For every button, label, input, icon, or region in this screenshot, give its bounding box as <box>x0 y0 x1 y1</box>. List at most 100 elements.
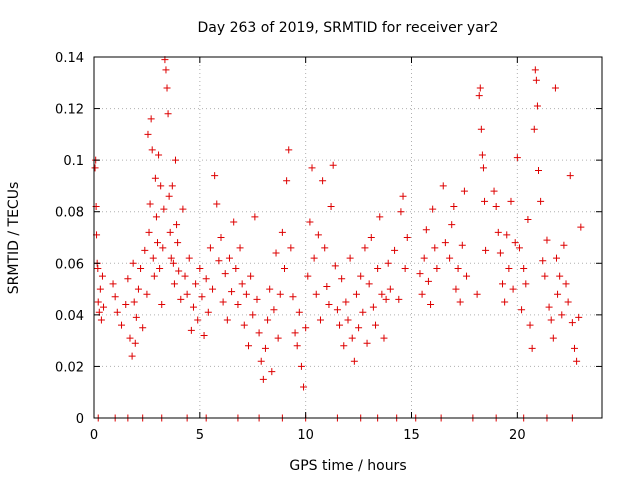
data-point <box>427 301 435 309</box>
data-point <box>310 254 318 262</box>
data-point <box>213 200 221 208</box>
data-point <box>391 246 399 254</box>
data-point <box>537 197 545 205</box>
data-point <box>522 280 530 288</box>
data-point <box>507 197 515 205</box>
data-point <box>541 272 549 280</box>
data-point <box>382 295 390 303</box>
y-tick-label: 0.12 <box>55 103 84 118</box>
data-point <box>266 285 274 293</box>
data-point <box>481 197 489 205</box>
axis-ticks <box>93 56 602 419</box>
data-point <box>97 316 105 324</box>
data-point <box>209 285 217 293</box>
y-tick-labels: 0 0.02 0.04 0.06 0.08 0.1 0.12 0.14 <box>55 51 84 427</box>
data-point <box>545 303 553 311</box>
data-point <box>206 244 214 252</box>
grid-lines <box>94 57 602 418</box>
data-point <box>98 272 106 280</box>
data-point <box>441 239 449 247</box>
y-tick-label: 0 <box>76 412 84 427</box>
data-point <box>518 306 526 314</box>
data-point <box>179 205 187 213</box>
data-point <box>236 244 244 252</box>
data-point <box>264 316 272 324</box>
data-point <box>187 326 195 334</box>
data-point <box>109 280 117 288</box>
data-point <box>278 228 286 236</box>
y-tick-label: 0.06 <box>55 257 84 272</box>
data-point <box>551 84 559 92</box>
data-point <box>560 241 568 249</box>
data-point <box>165 192 173 200</box>
data-point <box>168 182 176 190</box>
data-point <box>452 285 460 293</box>
data-point <box>148 146 156 154</box>
data-point <box>134 285 142 293</box>
data-point <box>137 264 145 272</box>
data-point <box>150 272 158 280</box>
data-point <box>424 277 432 285</box>
data-point <box>149 254 157 262</box>
data-point <box>247 272 255 280</box>
data-point <box>276 290 284 298</box>
data-point <box>501 298 509 306</box>
data-point <box>420 254 428 262</box>
data-point <box>552 254 560 262</box>
data-point <box>245 342 253 350</box>
data-point <box>344 316 352 324</box>
data-points <box>91 56 585 422</box>
data-point <box>329 161 337 169</box>
data-point <box>261 344 269 352</box>
data-point <box>573 357 581 365</box>
data-point <box>558 311 566 319</box>
data-point <box>515 244 523 252</box>
data-point <box>433 264 441 272</box>
data-point <box>211 172 219 180</box>
data-point <box>200 331 208 339</box>
data-point <box>482 246 490 254</box>
data-point <box>268 368 276 376</box>
data-point <box>272 249 280 257</box>
data-point <box>340 342 348 350</box>
data-point <box>448 221 456 229</box>
data-point <box>403 234 411 241</box>
data-point <box>520 264 528 272</box>
data-point <box>422 226 430 234</box>
data-point <box>189 303 197 311</box>
data-point <box>118 321 126 329</box>
plot-frame <box>93 56 603 419</box>
data-point <box>325 301 333 309</box>
data-point <box>549 334 557 342</box>
data-point <box>139 324 147 332</box>
data-point <box>156 264 164 272</box>
y-tick-label: 0.04 <box>55 309 84 324</box>
data-point <box>492 203 500 211</box>
data-point <box>300 383 308 391</box>
data-point <box>568 319 576 327</box>
data-point <box>177 295 185 303</box>
data-point <box>167 254 175 262</box>
data-point <box>380 334 388 342</box>
data-point <box>251 213 259 221</box>
data-point <box>418 290 426 298</box>
data-point <box>204 308 212 316</box>
x-tick-label: 0 <box>90 428 98 443</box>
data-point <box>458 241 466 249</box>
data-point <box>132 313 140 321</box>
data-point <box>225 254 233 262</box>
data-point <box>160 205 168 213</box>
data-point <box>314 231 322 239</box>
data-point <box>283 177 291 185</box>
data-point <box>316 316 324 324</box>
data-point <box>478 151 486 159</box>
data-point <box>526 321 534 329</box>
data-point <box>291 329 299 337</box>
x-tick-label: 10 <box>297 428 314 443</box>
data-point <box>145 228 153 236</box>
y-tick-label: 0.1 <box>63 154 84 169</box>
data-point <box>397 208 405 216</box>
data-point <box>505 264 513 272</box>
data-point <box>352 290 360 298</box>
data-point <box>253 295 261 303</box>
